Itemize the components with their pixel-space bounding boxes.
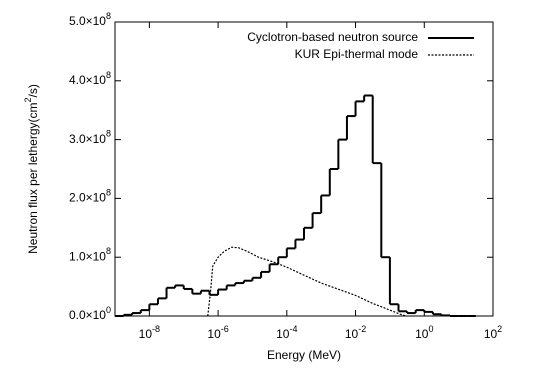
- x-tick-label: 100: [415, 324, 433, 341]
- x-axis-label: Energy (MeV): [267, 348, 341, 362]
- y-tick-label: 1.0×108: [69, 247, 111, 264]
- x-tick-label: 10-6: [207, 324, 228, 341]
- legend-label: KUR Epi-thermal mode: [295, 47, 419, 61]
- x-tick-label: 10-2: [345, 324, 366, 341]
- y-tick-label: 3.0×108: [69, 129, 111, 146]
- y-tick-label: 0.0×100: [69, 305, 111, 322]
- x-tick-label: 102: [484, 324, 502, 341]
- legend-label: Cyclotron-based neutron source: [247, 30, 418, 44]
- y-tick-label: 2.0×108: [69, 188, 111, 205]
- y-tick-label: 4.0×108: [69, 70, 111, 87]
- y-tick-label: 5.0×108: [69, 11, 111, 28]
- y-axis-label: Neutron flux per lethergy(cm2/s): [23, 84, 40, 254]
- x-tick-label: 10-8: [139, 324, 160, 341]
- x-tick-label: 10-4: [276, 324, 297, 341]
- line: [207, 246, 407, 317]
- plot-frame: [114, 21, 494, 317]
